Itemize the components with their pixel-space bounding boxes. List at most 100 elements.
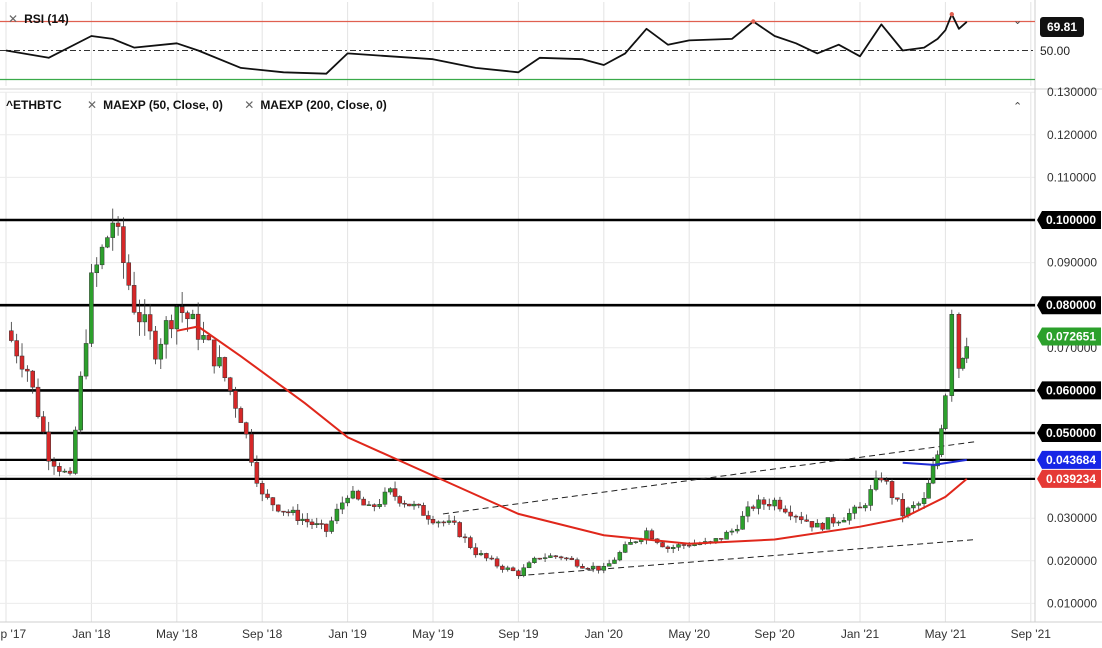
candle-body bbox=[430, 519, 436, 524]
candle-body bbox=[751, 506, 756, 509]
candle-body bbox=[836, 521, 841, 524]
candle-body bbox=[956, 314, 962, 369]
candle-body bbox=[569, 557, 575, 560]
candle-body bbox=[190, 313, 196, 320]
level-tag-label: 0.043684 bbox=[1046, 453, 1096, 467]
candle-body bbox=[94, 264, 99, 274]
candle-body bbox=[681, 544, 687, 546]
candle-body bbox=[841, 520, 847, 523]
candle-body bbox=[345, 497, 350, 504]
candle-body bbox=[309, 521, 315, 525]
candle-body bbox=[580, 566, 585, 569]
rsi-value-tag-bg bbox=[1040, 17, 1084, 37]
candle-body bbox=[392, 488, 398, 497]
candle-body bbox=[542, 557, 548, 559]
candle-body bbox=[361, 498, 366, 506]
candle-body bbox=[185, 312, 190, 320]
candle-body bbox=[473, 547, 478, 556]
y-tick-label: 0.110000 bbox=[1047, 170, 1096, 184]
candle-body bbox=[174, 306, 180, 330]
candle-body bbox=[89, 272, 94, 344]
rsi-collapse-chevron-down-icon[interactable]: ⌄ bbox=[1013, 15, 1023, 27]
candle-body bbox=[670, 547, 676, 549]
level-tag-label: 0.100000 bbox=[1046, 213, 1096, 227]
x-tick-label: Sep '21 bbox=[1011, 627, 1052, 641]
candle-body bbox=[724, 531, 729, 540]
candle-body bbox=[847, 513, 852, 521]
candle-body bbox=[468, 537, 473, 548]
candle-body bbox=[889, 481, 895, 499]
candle-body bbox=[612, 559, 617, 564]
level-tag-bg bbox=[1037, 424, 1101, 442]
level-tag-bg bbox=[1037, 211, 1101, 229]
legend-remove-ma50-close-icon[interactable]: ✕ bbox=[87, 98, 98, 112]
rsi-overbought-point bbox=[949, 12, 955, 17]
candle-body bbox=[411, 503, 417, 507]
candle-body bbox=[532, 557, 537, 563]
candle-body bbox=[126, 262, 132, 286]
x-tick-label: Sep '17 bbox=[0, 627, 26, 641]
candle-body bbox=[799, 516, 804, 521]
candle-body bbox=[756, 499, 761, 509]
candle-body bbox=[57, 466, 62, 472]
rsi-value-tag: 69.81 bbox=[1047, 20, 1077, 34]
candle-body bbox=[606, 563, 612, 567]
legend-symbol: ^ETHBTC bbox=[6, 98, 62, 112]
candle-body bbox=[121, 226, 126, 263]
level-tag-label: 0.039234 bbox=[1046, 472, 1096, 486]
candle-body bbox=[259, 483, 265, 495]
candle-body bbox=[868, 489, 873, 506]
candle-body bbox=[350, 490, 356, 499]
y-tick-label: 0.130000 bbox=[1047, 85, 1097, 99]
x-tick-label: May '18 bbox=[156, 627, 198, 641]
candle-body bbox=[729, 530, 735, 533]
candle-body bbox=[153, 330, 158, 360]
level-tag-bg bbox=[1037, 327, 1101, 346]
candle-body bbox=[574, 559, 580, 567]
y-tick-label: 0.090000 bbox=[1047, 256, 1097, 270]
candle-body bbox=[505, 567, 510, 570]
price-expand-chevron-up-icon[interactable]: ⌃ bbox=[1013, 101, 1023, 113]
candle-body bbox=[943, 395, 948, 429]
candle-body bbox=[382, 491, 388, 505]
level-tag-bg bbox=[1037, 381, 1101, 400]
candle-body bbox=[526, 562, 532, 569]
candle-body bbox=[852, 506, 857, 514]
candle-body bbox=[494, 558, 500, 567]
candle-body bbox=[78, 375, 83, 431]
x-tick-label: Jan '20 bbox=[585, 627, 624, 641]
candle-body bbox=[137, 312, 142, 323]
legend-ma50: MAEXP (50, Close, 0) bbox=[103, 98, 223, 112]
candle-body bbox=[930, 465, 936, 484]
candle-body bbox=[222, 357, 228, 378]
candle-body bbox=[334, 508, 340, 522]
ma200-line bbox=[902, 458, 967, 466]
candle-body bbox=[169, 320, 174, 330]
candle-body bbox=[73, 429, 78, 474]
candle-body bbox=[51, 460, 57, 467]
candle-body bbox=[660, 542, 665, 548]
candle-body bbox=[295, 509, 301, 521]
legend-remove-ma200-close-icon[interactable]: ✕ bbox=[244, 98, 255, 112]
candle-body bbox=[740, 515, 745, 530]
candle-body bbox=[772, 499, 777, 507]
candle-body bbox=[402, 502, 407, 505]
candle-body bbox=[665, 546, 671, 549]
candle-body bbox=[110, 222, 115, 238]
candle-body bbox=[745, 506, 751, 517]
candle-body bbox=[949, 314, 955, 396]
candle-body bbox=[105, 237, 110, 248]
rsi-close-icon[interactable]: ✕ bbox=[8, 12, 19, 26]
candle-body bbox=[397, 496, 403, 504]
candle-body bbox=[275, 504, 281, 512]
candle-body bbox=[939, 428, 944, 456]
x-tick-label: May '19 bbox=[412, 627, 454, 641]
candle-body bbox=[911, 505, 916, 509]
candle-body bbox=[857, 506, 863, 509]
candle-body bbox=[270, 497, 276, 506]
candle-body bbox=[14, 340, 19, 357]
candle-body bbox=[884, 479, 889, 482]
candle-body bbox=[265, 493, 270, 498]
candle-body bbox=[964, 346, 969, 359]
